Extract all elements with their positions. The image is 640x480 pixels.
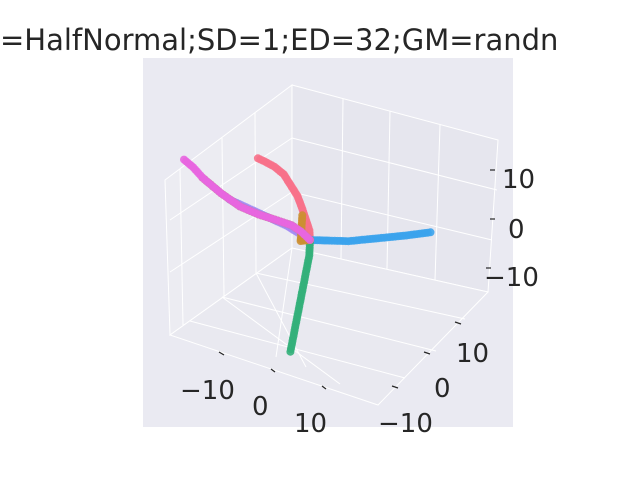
floor-pane bbox=[168, 247, 489, 406]
x-tick-label-neg10: −10 bbox=[180, 376, 235, 406]
grid-line bbox=[275, 247, 293, 358]
y-tick-label-10: 10 bbox=[456, 339, 489, 369]
data-point bbox=[426, 228, 435, 237]
grid-line bbox=[291, 137, 498, 191]
grid-line bbox=[221, 296, 437, 352]
series-1 bbox=[306, 228, 435, 246]
grid-line bbox=[189, 320, 406, 379]
axis-tick bbox=[270, 368, 276, 373]
z-tick-label-10: 10 bbox=[502, 165, 535, 195]
grid-line bbox=[340, 98, 344, 260]
chart-title: =HalfNormal;SD=1;ED=32;GM=randn bbox=[0, 23, 558, 57]
axis-tick bbox=[218, 351, 225, 356]
grid-line bbox=[221, 296, 341, 385]
axis-tick bbox=[454, 321, 462, 325]
axis-tick bbox=[321, 385, 327, 390]
data-point bbox=[298, 211, 307, 220]
grid-line bbox=[386, 110, 391, 270]
grid-lines bbox=[169, 98, 498, 385]
grid-line bbox=[169, 137, 293, 221]
y-tick-label-0: 0 bbox=[434, 374, 451, 404]
data-point bbox=[253, 154, 262, 163]
data-point bbox=[180, 155, 188, 164]
grid-line bbox=[434, 124, 441, 281]
grid-line bbox=[221, 137, 225, 297]
series-6 bbox=[180, 155, 314, 244]
grid-line bbox=[291, 191, 493, 241]
grid-line bbox=[169, 191, 293, 273]
series-3 bbox=[286, 236, 314, 356]
z-tick-label-neg10: −10 bbox=[484, 263, 539, 293]
y-tick-label-neg10: −10 bbox=[378, 409, 433, 439]
data-point bbox=[286, 347, 295, 356]
grid-line bbox=[179, 168, 184, 326]
z-tick-label-0: 0 bbox=[508, 215, 525, 245]
axis-tick bbox=[423, 351, 431, 355]
axis-ticks bbox=[218, 169, 495, 390]
grid-line bbox=[255, 272, 466, 320]
data-points bbox=[180, 154, 435, 356]
x-tick-label-10: 10 bbox=[294, 409, 327, 439]
x-tick-label-0: 0 bbox=[252, 392, 269, 422]
grid-line bbox=[254, 112, 257, 274]
axis-tick bbox=[391, 385, 399, 389]
